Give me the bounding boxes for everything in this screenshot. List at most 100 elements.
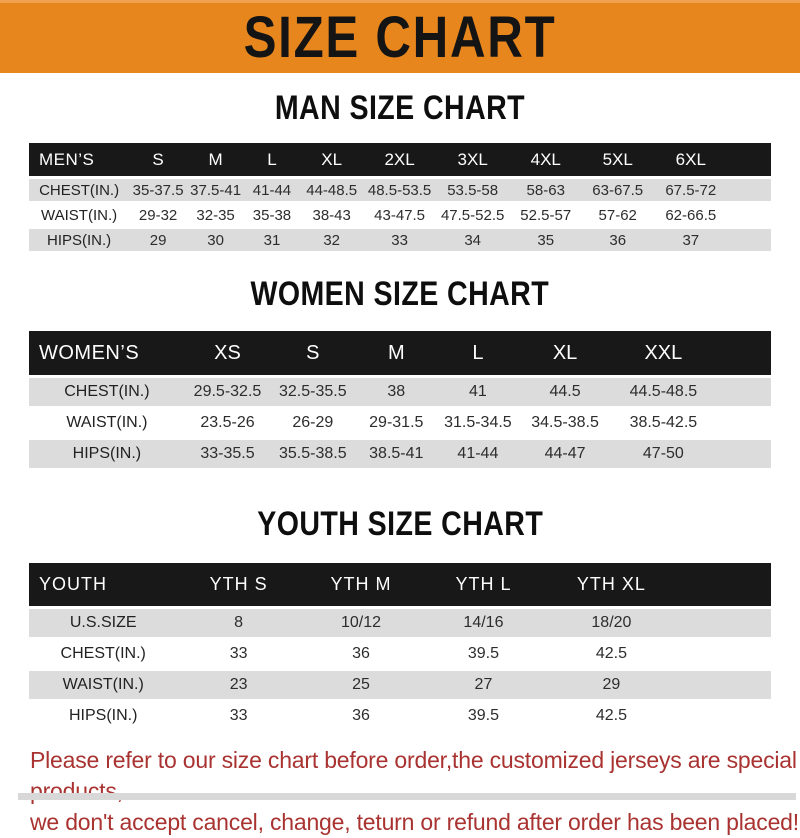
size-value-cell: 41 bbox=[437, 378, 519, 406]
header-spacer bbox=[678, 563, 771, 606]
size-value-cell: 26-29 bbox=[270, 409, 356, 437]
size-column-header: 5XL bbox=[581, 143, 654, 176]
section-men: MAN SIZE CHART MEN’S S M L XL 2XL 3XL 4XL 5XL 6XL… bbox=[0, 90, 800, 254]
size-value-cell: 29 bbox=[129, 229, 188, 251]
size-value-cell: 38.5-41 bbox=[355, 440, 438, 468]
size-column-header: 3XL bbox=[435, 143, 510, 176]
size-value-cell: 30 bbox=[187, 229, 245, 251]
size-value-cell: 37 bbox=[653, 229, 728, 251]
footer-line-2: we don't accept cancel, change, teturn o… bbox=[30, 809, 799, 835]
size-value-cell: 33 bbox=[363, 229, 436, 251]
size-value-cell: 63-67.5 bbox=[581, 179, 654, 201]
size-column-header: L bbox=[437, 331, 519, 375]
size-value-cell: 44.5-48.5 bbox=[611, 378, 716, 406]
size-value-cell: 10/12 bbox=[299, 609, 423, 637]
row-label: CHEST(IN.) bbox=[29, 378, 185, 406]
row-label: U.S.SIZE bbox=[29, 609, 178, 637]
section-title-men-text: MAN SIZE CHART bbox=[274, 89, 526, 127]
size-column-header: S bbox=[129, 143, 188, 176]
women-row-1: WAIST(IN.) 23.5-26 26-29 29-31.5 31.5-34.5 34… bbox=[29, 409, 771, 437]
size-value-cell: 57-62 bbox=[581, 204, 654, 226]
size-column-header: XL bbox=[518, 331, 612, 375]
size-column-header: 6XL bbox=[653, 143, 728, 176]
size-value-cell: 33 bbox=[177, 702, 300, 730]
size-column-header: YTH XL bbox=[544, 563, 679, 606]
youth-row-0: U.S.SIZE 8 10/12 14/16 18/20 bbox=[29, 609, 771, 637]
size-value-cell: 14/16 bbox=[422, 609, 545, 637]
size-value-cell: 67.5-72 bbox=[653, 179, 728, 201]
size-column-header: M bbox=[355, 331, 438, 375]
size-value-cell: 29.5-32.5 bbox=[184, 378, 271, 406]
size-value-cell: 29 bbox=[544, 671, 679, 699]
size-column-header: L bbox=[244, 143, 300, 176]
row-spacer bbox=[727, 229, 771, 251]
size-value-cell: 33-35.5 bbox=[184, 440, 271, 468]
youth-row-1: CHEST(IN.) 33 36 39.5 42.5 bbox=[29, 640, 771, 668]
youth-table-label: YOUTH bbox=[29, 563, 178, 606]
size-value-cell: 38 bbox=[355, 378, 438, 406]
size-value-cell: 42.5 bbox=[544, 640, 679, 668]
size-value-cell: 36 bbox=[299, 640, 423, 668]
men-row-2: HIPS(IN.) 29 30 31 32 33 34 35 36 37 bbox=[29, 229, 771, 251]
row-spacer bbox=[678, 671, 771, 699]
page-title: SIZE CHART bbox=[243, 5, 557, 70]
size-charts: MAN SIZE CHART MEN’S S M L XL 2XL 3XL 4XL 5XL 6XL… bbox=[0, 90, 800, 733]
size-value-cell: 41-44 bbox=[437, 440, 519, 468]
footer-note: Please refer to our size chart before or… bbox=[30, 745, 800, 838]
size-value-cell: 31 bbox=[244, 229, 300, 251]
size-value-cell: 27 bbox=[422, 671, 545, 699]
size-value-cell: 32.5-35.5 bbox=[270, 378, 356, 406]
size-value-cell: 34.5-38.5 bbox=[518, 409, 612, 437]
section-youth: YOUTH SIZE CHART YOUTH YTH S YTH M YTH L YTH… bbox=[0, 506, 800, 733]
size-value-cell: 35-38 bbox=[244, 204, 300, 226]
row-spacer bbox=[727, 204, 771, 226]
size-value-cell: 29-31.5 bbox=[355, 409, 438, 437]
size-column-header: M bbox=[187, 143, 245, 176]
row-spacer bbox=[715, 409, 771, 437]
size-value-cell: 42.5 bbox=[544, 702, 679, 730]
row-spacer bbox=[678, 702, 771, 730]
section-title-men: MAN SIZE CHART bbox=[0, 90, 800, 130]
size-value-cell: 43-47.5 bbox=[363, 204, 436, 226]
size-value-cell: 36 bbox=[581, 229, 654, 251]
size-column-header: YTH S bbox=[177, 563, 300, 606]
women-row-0: CHEST(IN.) 29.5-32.5 32.5-35.5 38 41 44.5 44.5… bbox=[29, 378, 771, 406]
banner: SIZE CHART bbox=[0, 0, 800, 73]
youth-header-row: YOUTH YTH S YTH M YTH L YTH XL bbox=[29, 563, 771, 606]
header-spacer bbox=[715, 331, 771, 375]
row-spacer bbox=[715, 440, 771, 468]
size-value-cell: 35.5-38.5 bbox=[270, 440, 356, 468]
size-value-cell: 44.5 bbox=[518, 378, 612, 406]
size-value-cell: 38-43 bbox=[299, 204, 364, 226]
women-table-label: WOMEN’S bbox=[29, 331, 185, 375]
section-women: WOMEN SIZE CHART WOMEN’S XS S M L XL XXL CHEST(… bbox=[0, 276, 800, 471]
youth-size-table: YOUTH YTH S YTH M YTH L YTH XL U.S.SIZE 8 10/12… bbox=[29, 560, 771, 733]
men-size-table: MEN’S S M L XL 2XL 3XL 4XL 5XL 6XL CHEST(IN.) 35-37… bbox=[29, 140, 771, 254]
size-value-cell: 32 bbox=[299, 229, 364, 251]
youth-row-2: WAIST(IN.) 23 25 27 29 bbox=[29, 671, 771, 699]
size-value-cell: 23.5-26 bbox=[184, 409, 271, 437]
header-spacer bbox=[727, 143, 771, 176]
row-label: HIPS(IN.) bbox=[29, 440, 185, 468]
size-column-header: XS bbox=[184, 331, 271, 375]
size-value-cell: 32-35 bbox=[187, 204, 245, 226]
size-value-cell: 35 bbox=[509, 229, 582, 251]
row-spacer bbox=[715, 378, 771, 406]
size-value-cell: 47.5-52.5 bbox=[435, 204, 510, 226]
row-label: CHEST(IN.) bbox=[29, 640, 178, 668]
men-row-1: WAIST(IN.) 29-32 32-35 35-38 38-43 43-47.5 47.… bbox=[29, 204, 771, 226]
row-label: HIPS(IN.) bbox=[29, 229, 130, 251]
section-title-women: WOMEN SIZE CHART bbox=[0, 276, 800, 316]
footer-line-1: Please refer to our size chart before or… bbox=[30, 747, 797, 804]
size-value-cell: 38.5-42.5 bbox=[611, 409, 716, 437]
size-value-cell: 47-50 bbox=[611, 440, 716, 468]
row-label: WAIST(IN.) bbox=[29, 204, 130, 226]
size-value-cell: 44-47 bbox=[518, 440, 612, 468]
row-label: WAIST(IN.) bbox=[29, 671, 178, 699]
size-value-cell: 39.5 bbox=[422, 640, 545, 668]
men-header-row: MEN’S S M L XL 2XL 3XL 4XL 5XL 6XL bbox=[29, 143, 771, 176]
size-column-header: YTH L bbox=[422, 563, 545, 606]
youth-row-3: HIPS(IN.) 33 36 39.5 42.5 bbox=[29, 702, 771, 730]
size-value-cell: 25 bbox=[299, 671, 423, 699]
size-value-cell: 8 bbox=[177, 609, 300, 637]
